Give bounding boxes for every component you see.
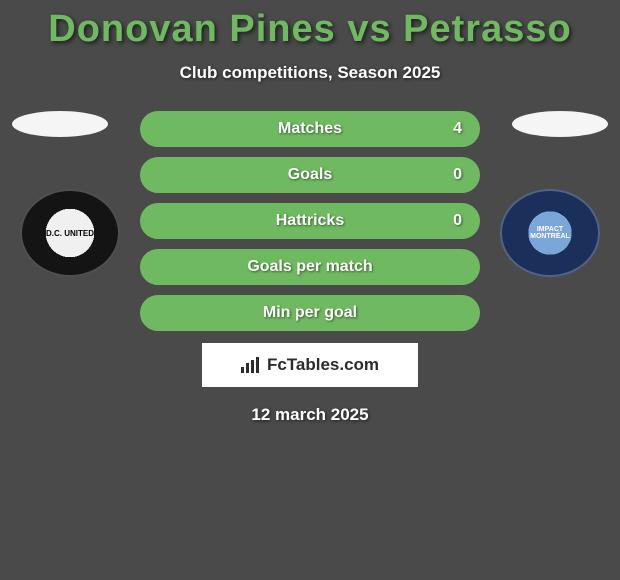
comparison-date: 12 march 2025 xyxy=(0,405,620,425)
stat-label: Goals xyxy=(288,166,332,184)
stat-label: Matches xyxy=(278,120,342,138)
page-title: Donovan Pines vs Petrasso xyxy=(0,0,620,51)
stat-label: Goals per match xyxy=(247,258,372,276)
stat-row: Min per goal xyxy=(140,295,480,331)
stat-value-right: 0 xyxy=(453,212,462,230)
club-badge-left: D.C. UNITED xyxy=(20,189,120,277)
branding-banner: FcTables.com xyxy=(202,343,418,387)
club-name-left: D.C. UNITED xyxy=(36,199,104,267)
comparison-panel: D.C. UNITED IMPACT MONTRÉAL Matches 4 Goal… xyxy=(0,111,620,425)
stat-row: Matches 4 xyxy=(140,111,480,147)
stat-value-right: 0 xyxy=(453,166,462,184)
stat-label: Hattricks xyxy=(276,212,344,230)
stat-row: Goals per match xyxy=(140,249,480,285)
player-avatar-left-placeholder xyxy=(12,111,108,137)
branding-text: FcTables.com xyxy=(267,355,379,375)
stat-value-right: 4 xyxy=(453,120,462,138)
bar-chart-icon xyxy=(241,357,261,373)
club-badge-right: IMPACT MONTRÉAL xyxy=(500,189,600,277)
club-name-right: IMPACT MONTRÉAL xyxy=(520,203,580,263)
stat-row: Goals 0 xyxy=(140,157,480,193)
stat-row: Hattricks 0 xyxy=(140,203,480,239)
subtitle: Club competitions, Season 2025 xyxy=(0,63,620,83)
player-avatar-right-placeholder xyxy=(512,111,608,137)
stat-label: Min per goal xyxy=(263,304,357,322)
